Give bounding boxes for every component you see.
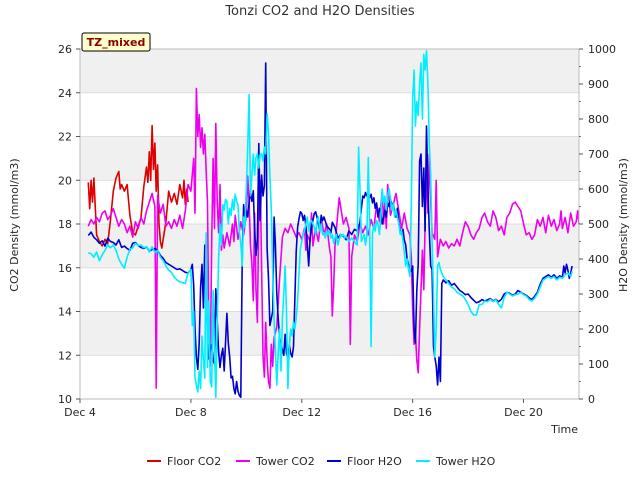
- legend-label-floor-co2: Floor CO2: [167, 455, 221, 468]
- left-tick-label: 16: [58, 262, 72, 275]
- site-tag-text: TZ_mixed: [87, 36, 146, 49]
- left-tick-label: 18: [58, 218, 72, 231]
- right-tick-label: 900: [588, 78, 609, 91]
- left-tick-label: 12: [58, 349, 72, 362]
- right-tick-label: 300: [588, 288, 609, 301]
- plot-band: [80, 136, 579, 181]
- chart-title: Tonzi CO2 and H2O Densities: [224, 4, 415, 19]
- left-axis-ticks: 10 12 14 16 18 20 22 24 26: [58, 43, 80, 406]
- right-tick-label: 200: [588, 323, 609, 336]
- left-tick-label: 22: [58, 131, 72, 144]
- x-tick-label: Dec 20: [504, 406, 543, 419]
- right-tick-label: 1000: [588, 43, 616, 56]
- right-tick-label: 600: [588, 183, 609, 196]
- series-line-tower-co2: [87, 87, 580, 389]
- right-axis-ticks: 0 100 200 300 400 500 600 700 800 900 1000: [579, 43, 616, 406]
- legend-label-tower-co2: Tower CO2: [255, 455, 315, 468]
- right-tick-label: 100: [588, 358, 609, 371]
- left-tick-label: 26: [58, 43, 72, 56]
- left-tick-label: 20: [58, 174, 72, 187]
- legend: Floor CO2 Tower CO2 Floor H2O Tower H2O: [147, 455, 496, 468]
- right-tick-label: 500: [588, 218, 609, 231]
- series-lines: [87, 49, 580, 399]
- legend-label-tower-h2o: Tower H2O: [435, 455, 496, 468]
- plot-band: [80, 267, 579, 312]
- plot-band: [80, 355, 579, 399]
- site-tag-box: [81, 32, 151, 52]
- left-axis-label: CO2 Density (mmol/m3): [8, 158, 21, 291]
- left-tick-label: 24: [58, 87, 72, 100]
- x-tick-label: Dec 8: [175, 406, 207, 419]
- plot-band: [80, 311, 579, 356]
- plot-band: [80, 92, 579, 137]
- right-axis-label: H2O Density (mmol/m3): [617, 158, 630, 292]
- right-tick-label: 800: [588, 113, 609, 126]
- site-tag: TZ_mixed: [81, 32, 151, 52]
- left-tick-label: 14: [58, 306, 72, 319]
- x-tick-label: Dec 12: [282, 406, 321, 419]
- x-tick-label: Dec 4: [64, 406, 96, 419]
- right-tick-label: 400: [588, 253, 609, 266]
- plot-band: [80, 49, 579, 93]
- right-tick-label: 700: [588, 148, 609, 161]
- series-line-floor-co2: [87, 124, 189, 249]
- legend-label-floor-h2o: Floor H2O: [347, 455, 402, 468]
- x-axis-label: Time: [550, 423, 578, 436]
- left-tick-label: 10: [58, 393, 72, 406]
- x-axis-ticks: Dec 4 Dec 8 Dec 12 Dec 16 Dec 20: [64, 399, 543, 419]
- series-line-tower-h2o: [88, 49, 573, 399]
- x-tick-label: Dec 16: [393, 406, 432, 419]
- right-tick-label: 0: [588, 393, 595, 406]
